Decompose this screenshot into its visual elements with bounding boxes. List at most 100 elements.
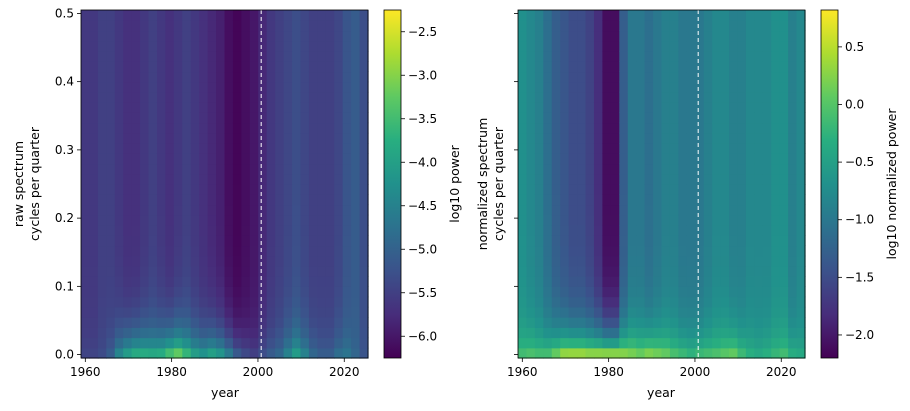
heatmap-cell [258,122,268,134]
heatmap-cell [762,102,772,113]
heatmap-cell [551,122,561,134]
heatmap-cell [568,71,578,83]
heatmap-cell [551,245,561,257]
heatmap-cell [771,132,781,144]
heatmap-cell [686,143,696,154]
heatmap-cell [140,122,150,134]
heatmap-cell [106,194,116,206]
heatmap-cell [224,296,234,308]
heatmap-cell [148,255,158,267]
heatmap-cell [737,30,747,42]
heatmap-cell [669,255,679,267]
heatmap-cell [543,286,553,298]
heatmap-cell [182,214,192,226]
heatmap-cell [81,245,91,257]
heatmap-cell [140,153,150,165]
heatmap-cell [241,153,251,165]
heatmap-cell [627,81,637,93]
heatmap-cell [653,163,663,175]
heatmap-cell [593,194,604,206]
heatmap-cell [249,153,259,165]
heatmap-cell [593,245,604,257]
heatmap-cell [745,71,755,83]
heatmap-cell [695,347,705,359]
heatmap-cell [359,286,369,298]
heatmap-cell [266,61,276,73]
heatmap-cell [275,143,285,154]
heatmap-cell [165,204,175,216]
heatmap-cell [207,224,217,236]
heatmap-cell [577,204,587,216]
heatmap-cell [754,143,764,154]
heatmap-cell [216,245,226,257]
heatmap-cell [300,184,310,195]
heatmap-cell [585,245,595,257]
heatmap-cell [292,337,302,349]
heatmap-cell [610,214,620,226]
heatmap-cell [241,337,251,349]
heatmap-cell [534,112,544,124]
heatmap-cell [266,122,276,134]
heatmap-cell [123,204,133,216]
heatmap-cell [131,71,141,83]
heatmap-cell [232,122,242,134]
heatmap-cell [275,276,285,287]
heatmap-cell [560,122,570,134]
heatmap-cell [266,163,276,175]
heatmap-cell [224,235,234,247]
heatmap-cell [669,327,679,339]
heatmap-cell [737,40,747,52]
heatmap-cell [720,10,730,21]
heatmap-cell [543,245,553,257]
heatmap-cell [106,235,116,247]
heatmap-cell [619,255,629,267]
heatmap-cell [106,91,116,103]
heatmap-cell [619,61,629,73]
heatmap-cell [114,245,124,257]
heatmap-cell [216,286,226,298]
heatmap-cell [534,30,544,42]
heatmap-cell [81,112,91,124]
heatmap-cell [97,327,107,339]
heatmap-cell [232,235,242,247]
heatmap-cell [712,286,722,298]
heatmap-cell [131,143,141,154]
heatmap-cell [703,194,713,206]
heatmap-cell [266,81,276,93]
heatmap-cell [199,347,209,359]
heatmap-cell [292,224,302,236]
heatmap-cell [788,204,798,216]
heatmap-cell [602,122,612,134]
heatmap-cell [249,81,259,93]
heatmap-cell [275,194,285,206]
heatmap-cell [518,20,528,32]
heatmap-cell [342,50,352,62]
heatmap-cell [534,337,544,349]
heatmap-cell [712,61,722,73]
heatmap-cell [636,184,646,195]
heatmap-cell [216,347,226,359]
heatmap-cell [342,30,352,42]
heatmap-cell [97,286,107,298]
heatmap-cell [156,102,167,113]
heatmap-cell [729,61,739,73]
heatmap-cell [712,91,722,103]
heatmap-cell [148,347,158,359]
heatmap-cell [619,122,629,134]
heatmap-cell [602,276,612,287]
heatmap-cell [123,214,133,226]
heatmap-cell [627,347,637,359]
y-tick-label: 0.3 [55,143,74,157]
heatmap-cell [593,306,604,318]
heatmap-cell [224,102,234,113]
heatmap-cell [156,40,167,52]
heatmap-cell [308,194,318,206]
heatmap-cell [173,306,183,318]
heatmap-cell [131,30,141,42]
heatmap-cell [190,306,200,318]
heatmap-cell [745,184,755,195]
heatmap-cell [224,132,234,144]
heatmap-cell [593,132,604,144]
heatmap-cell [593,102,604,113]
heatmap-cell [695,255,705,267]
